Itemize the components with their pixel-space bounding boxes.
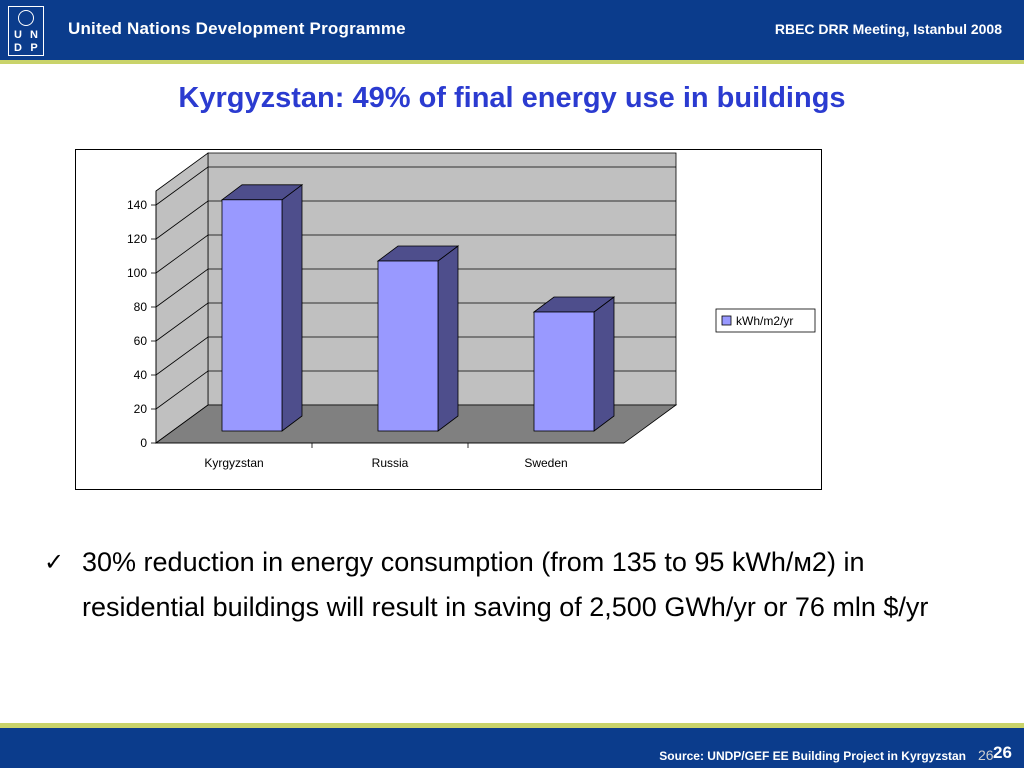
y-tick-label: 100 — [127, 266, 147, 280]
bar-russia — [377, 260, 439, 432]
gridline-120 — [155, 200, 676, 240]
bar-kyrgyzstan — [221, 199, 283, 432]
chart-frame: 0 20 40 60 80 100 120 140 Kyrgyzstan Russia Sweden… — [75, 149, 822, 490]
logo-letter-u: U — [14, 29, 22, 41]
logo-letter-n: N — [30, 29, 38, 41]
y-tick-label: 80 — [134, 300, 148, 314]
gridline-40 — [155, 336, 676, 376]
footer-bar — [0, 728, 1024, 768]
bar-side-russia — [437, 245, 459, 432]
logo-letter-d: D — [14, 42, 22, 54]
gridline-100 — [155, 234, 676, 274]
bullet-text: 30% reduction in energy consumption (fro… — [82, 547, 929, 622]
checkmark-icon: ✓ — [44, 549, 65, 576]
legend-swatch — [721, 315, 732, 326]
y-tick-label: 120 — [127, 232, 147, 246]
meeting-label: RBEC DRR Meeting, Istanbul 2008 — [774, 21, 1002, 37]
bar-sweden — [533, 311, 595, 432]
x-tick-label: Kyrgyzstan — [204, 456, 263, 470]
x-tick-label: Russia — [372, 456, 409, 470]
header-bar: U N D P United Nations Development Progr… — [0, 0, 1024, 60]
legend-label: kWh/m2/yr — [736, 314, 793, 328]
bullet-point: ✓ 30% reduction in energy consumption (f… — [44, 540, 934, 630]
gridline-80 — [155, 268, 676, 308]
page-number: 26 — [993, 743, 1012, 762]
slide-title: Kyrgyzstan: 49% of final energy use in b… — [178, 82, 846, 114]
footer-divider — [0, 723, 1024, 728]
source-note: Source: UNDP/GEF EE Building Project in … — [659, 749, 966, 763]
chart-side-wall — [155, 152, 209, 444]
y-tick-label: 20 — [134, 402, 148, 416]
y-tick-label: 60 — [134, 334, 148, 348]
y-tick-label: 0 — [140, 436, 147, 450]
undp-logo: U N D P — [8, 6, 44, 56]
gridline-140 — [155, 166, 676, 206]
bar-chart: 0 20 40 60 80 100 120 140 Kyrgyzstan Russia Sweden… — [127, 152, 816, 470]
y-tick-label: 40 — [134, 368, 148, 382]
logo-letter-p: P — [30, 42, 38, 54]
y-tick-label: 140 — [127, 198, 147, 212]
un-emblem-icon — [18, 10, 34, 26]
legend-box — [715, 308, 816, 333]
gridline-20 — [155, 370, 676, 410]
header-divider — [0, 60, 1024, 64]
bar-side-sweden — [593, 296, 615, 432]
gridline-60 — [155, 302, 676, 342]
bar-side-kyrgyzstan — [281, 183, 303, 432]
x-tick-label: Sweden — [524, 456, 567, 470]
page-number-shadow: 26 — [978, 747, 994, 763]
org-name: United Nations Development Programme — [68, 19, 406, 38]
